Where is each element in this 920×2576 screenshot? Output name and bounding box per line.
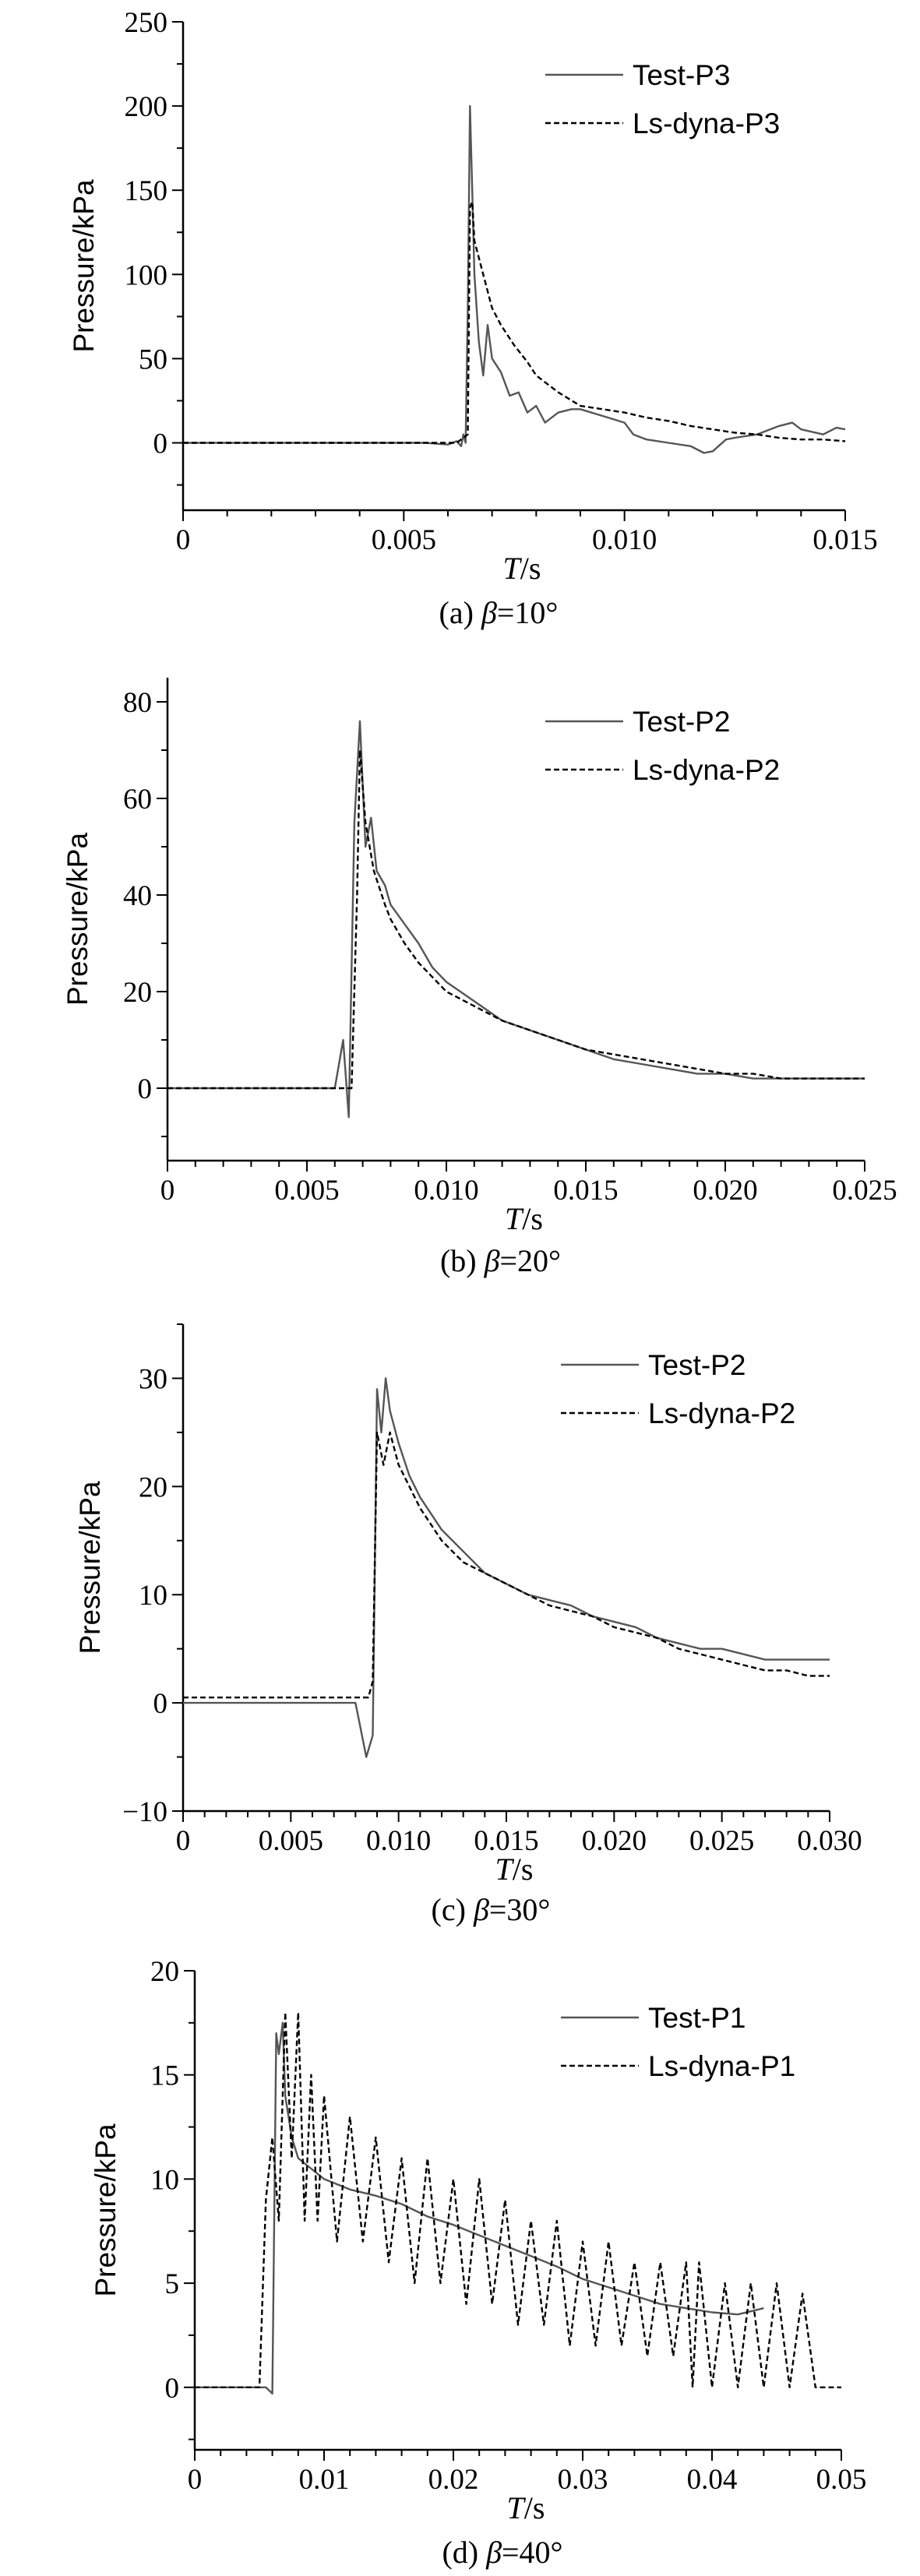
- legend-label: Ls-dyna-P3: [633, 107, 780, 139]
- series-line-ls-dyna-p1: [195, 2011, 841, 2388]
- x-tick-label: 0.020: [693, 1175, 757, 1207]
- y-tick-label: 0: [153, 1688, 168, 1720]
- series-line-ls-dyna-p2: [183, 1431, 830, 1699]
- x-tick-label: 0.01: [299, 2464, 350, 2496]
- x-tick-label: 0.015: [812, 524, 877, 556]
- legend-label: Test-P2: [633, 706, 730, 738]
- y-tick-label: 30: [139, 1363, 167, 1395]
- x-axis-symbol: T: [507, 2490, 527, 2525]
- y-tick-label: 100: [125, 259, 168, 291]
- x-tick-label: 0: [176, 1825, 191, 1857]
- y-axis-title: Pressure/kPa: [68, 179, 100, 353]
- y-tick-label: 5: [165, 2268, 180, 2300]
- legend-label: Ls-dyna-P1: [648, 2050, 795, 2082]
- panel-caption: (c) β=30°: [432, 1892, 551, 1927]
- x-axis-symbol: T: [505, 1201, 524, 1236]
- series-line-ls-dyna-p3: [183, 201, 846, 444]
- y-tick-label: 40: [123, 880, 152, 912]
- x-axis-unit: /s: [522, 1201, 543, 1236]
- x-tick-label: 0.015: [553, 1175, 618, 1207]
- x-axis-symbol: T: [503, 551, 523, 586]
- x-tick-label: 0.005: [274, 1175, 339, 1207]
- y-tick-label: 60: [123, 784, 152, 816]
- legend-label: Ls-dyna-P2: [633, 754, 780, 786]
- y-tick-label: 150: [125, 175, 168, 207]
- x-axis-unit: /s: [520, 551, 541, 586]
- chart-panel-2: 0 0.005 0.010 0.015 0.020 0.025 0 20 40 60 80 Press…: [62, 678, 897, 1278]
- x-axis-title: T/s: [505, 1201, 543, 1236]
- y-tick-label: 15: [150, 2060, 179, 2092]
- x-tick-label: 0.005: [259, 1825, 323, 1857]
- series-line-test-p2: [183, 1377, 830, 1758]
- y-tick-label: 250: [125, 7, 168, 39]
- x-axis-title: T/s: [503, 551, 541, 586]
- x-tick-label: 0.010: [414, 1175, 478, 1207]
- x-tick-label: 0.020: [582, 1825, 647, 1857]
- x-tick-label: 0.04: [687, 2464, 738, 2496]
- chart-panel-1: 0 0.005 0.010 0.015 0 50 100 150 200 250 Pressure/…: [68, 7, 878, 630]
- y-tick-label: 10: [150, 2164, 179, 2196]
- y-tick-label: 0: [165, 2373, 180, 2405]
- panel-caption: (a) β=10°: [439, 595, 559, 630]
- panel-caption: (b) β=20°: [440, 1243, 561, 1278]
- y-axis-title: Pressure/kPa: [74, 1481, 106, 1654]
- y-tick-label: 0: [138, 1073, 153, 1105]
- x-tick-label: 0.015: [474, 1825, 538, 1857]
- x-tick-label: 0.030: [797, 1825, 862, 1857]
- x-tick-label: 0.005: [372, 524, 436, 556]
- y-axis-title: Pressure/kPa: [62, 833, 93, 1006]
- x-tick-label: 0.010: [366, 1825, 431, 1857]
- x-tick-label: 0: [188, 2464, 203, 2496]
- y-tick-label: 10: [139, 1580, 167, 1612]
- x-axis-unit: /s: [524, 2490, 545, 2525]
- y-axis-title: Pressure/kPa: [90, 2123, 122, 2297]
- x-tick-label: 0.025: [832, 1175, 897, 1207]
- y-tick-label: 50: [139, 344, 167, 375]
- x-tick-label: 0: [160, 1175, 175, 1207]
- x-tick-label: 0: [176, 524, 191, 556]
- legend-label: Test-P1: [648, 2002, 746, 2034]
- y-tick-label: 20: [150, 1956, 179, 1988]
- x-axis-symbol: T: [495, 1852, 515, 1887]
- series-line-test-p1: [195, 2021, 764, 2395]
- chart-panel-4: 0 0.01 0.02 0.03 0.04 0.05 0 5 10 15 20 Pressure/kP…: [90, 1956, 866, 2570]
- y-tick-label: 0: [153, 428, 168, 460]
- legend-label: Ls-dyna-P2: [648, 1397, 795, 1429]
- x-tick-label: 0.025: [689, 1825, 754, 1857]
- y-tick-label: 80: [123, 687, 152, 719]
- x-axis-title: T/s: [495, 1852, 534, 1887]
- x-tick-label: 0.02: [428, 2464, 479, 2496]
- chart-panel-3: 0 0.005 0.010 0.015 0.020 0.025 0.030 −10 0 10 20 3…: [74, 1323, 862, 1927]
- y-tick-label: 200: [125, 91, 168, 123]
- y-tick-label: 20: [123, 977, 152, 1009]
- x-tick-label: 0.03: [558, 2464, 608, 2496]
- x-tick-label: 0.010: [592, 524, 657, 556]
- legend-label: Test-P3: [633, 59, 730, 91]
- x-axis-unit: /s: [513, 1852, 534, 1887]
- legend-label: Test-P2: [648, 1349, 746, 1381]
- x-axis-title: T/s: [507, 2490, 545, 2525]
- y-tick-label: −10: [122, 1796, 167, 1828]
- series-line-test-p3: [183, 104, 846, 454]
- panel-caption: (d) β=40°: [442, 2535, 562, 2570]
- y-tick-label: 20: [139, 1471, 167, 1503]
- series-line-ls-dyna-p2: [167, 749, 865, 1090]
- x-tick-label: 0.05: [816, 2464, 867, 2496]
